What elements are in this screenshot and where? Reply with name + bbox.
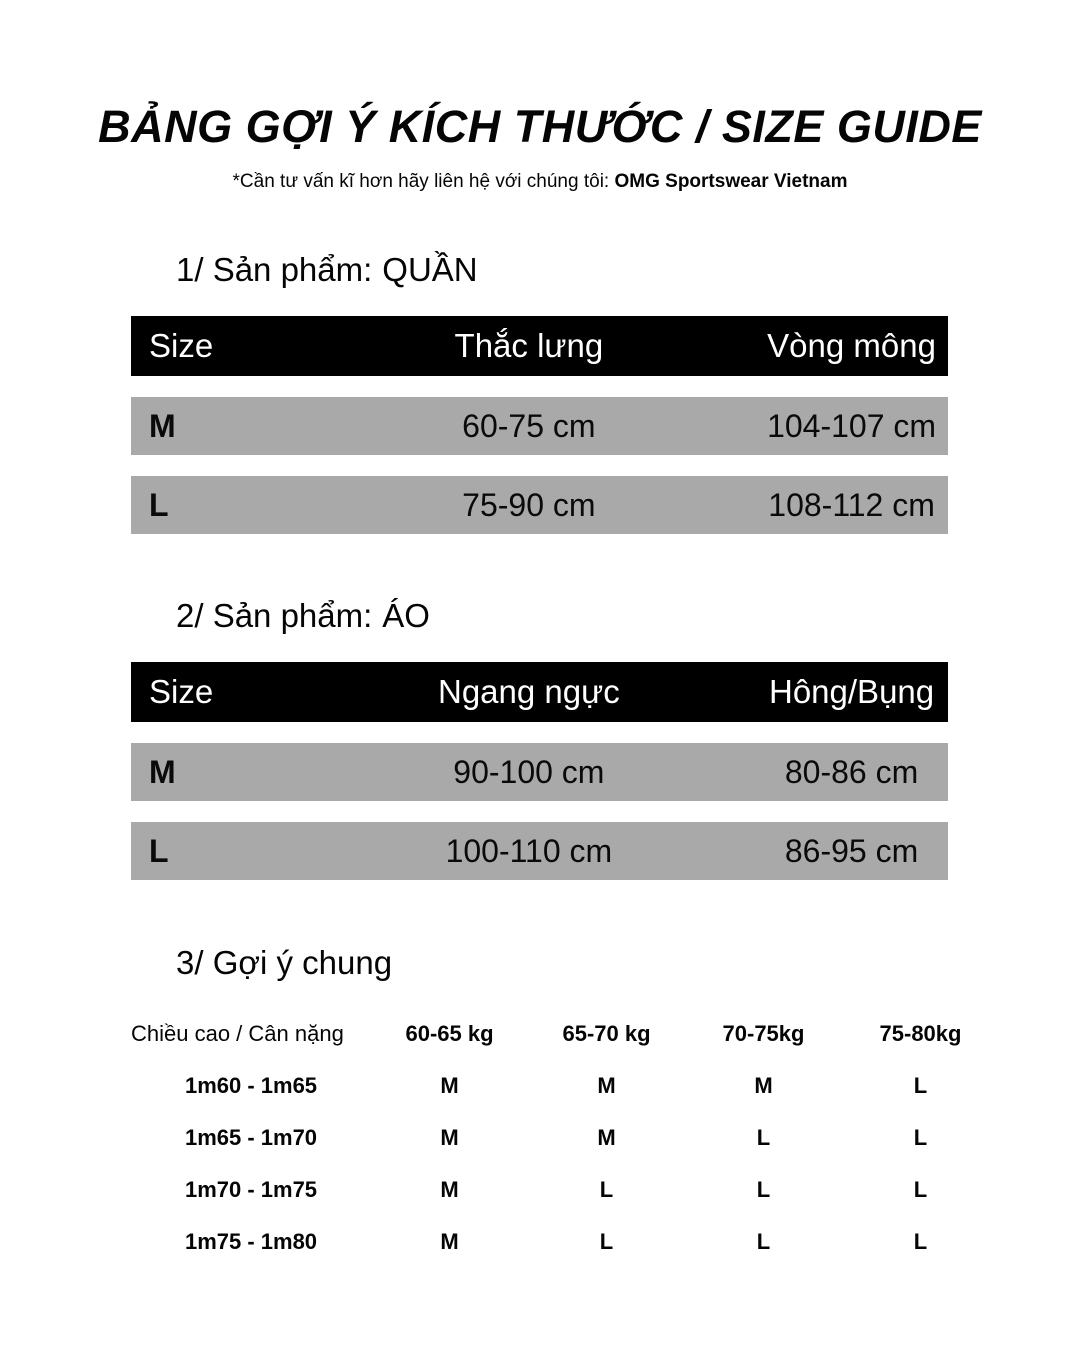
size-value: L	[599, 1177, 614, 1203]
belly-cell: 86-95 cm	[784, 832, 919, 869]
shirt-section-heading: 2/ Sản phẩm: ÁO	[176, 596, 1080, 636]
size-value: L	[756, 1125, 771, 1151]
hip-cell: 104-107 cm	[767, 407, 937, 444]
page-subtitle: *Cần tư vấn kĩ hơn hãy liên hệ với chúng…	[0, 170, 1080, 193]
general-guide-table: Chiều cao / Cân nặng 60-65 kg 65-70 kg 7…	[131, 1021, 999, 1255]
brand-name: OMG Sportswear Vietnam	[614, 170, 848, 192]
size-value: M	[440, 1125, 459, 1151]
col-header-waist: Thắc lưng	[454, 327, 604, 365]
guide-row-4: 1m75 - 1m80 M L L L	[131, 1229, 999, 1255]
height-range-label: 1m60 - 1m65	[184, 1073, 318, 1099]
shirt-heading-label: 2/ Sản phẩm:	[176, 597, 373, 635]
general-guide-heading: 3/ Gợi ý chung	[176, 944, 393, 982]
size-value: L	[913, 1125, 928, 1151]
weight-col-header-1: 60-65 kg	[405, 1021, 494, 1047]
size-value: L	[599, 1229, 614, 1255]
size-value: M	[440, 1229, 459, 1255]
shirt-heading-value: ÁO	[382, 597, 430, 635]
size-cell: M	[149, 407, 176, 444]
size-value: L	[913, 1229, 928, 1255]
size-value: L	[913, 1177, 928, 1203]
belly-cell: 80-86 cm	[784, 753, 919, 790]
page-title: BẢNG GỢI Ý KÍCH THƯỚC / SIZE GUIDE	[98, 101, 982, 152]
pants-size-table: Size Thắc lưng Vòng mông M 60-75 cm 104-…	[131, 316, 948, 535]
size-value: M	[440, 1177, 459, 1203]
waist-cell: 75-90 cm	[462, 486, 596, 523]
size-cell: L	[149, 832, 169, 869]
height-range-label: 1m65 - 1m70	[184, 1125, 318, 1151]
pants-table-header-row: Size Thắc lưng Vòng mông	[131, 316, 948, 377]
size-value: L	[756, 1229, 771, 1255]
weight-col-header-3: 70-75kg	[722, 1021, 805, 1047]
shirt-size-table: Size Ngang ngực Hông/Bụng M 90-100 cm 80…	[131, 662, 948, 881]
size-value: M	[440, 1073, 459, 1099]
pants-heading-value: QUẦN	[382, 251, 478, 289]
size-value: L	[913, 1073, 928, 1099]
chest-cell: 90-100 cm	[453, 753, 605, 790]
pants-heading-label: 1/ Sản phẩm:	[176, 251, 373, 289]
height-range-label: 1m70 - 1m75	[184, 1177, 318, 1203]
guide-row-1: 1m60 - 1m65 M M M L	[131, 1073, 999, 1099]
weight-col-header-2: 65-70 kg	[562, 1021, 651, 1047]
waist-cell: 60-75 cm	[462, 407, 596, 444]
col-header-chest: Ngang ngực	[438, 673, 620, 711]
size-value: L	[756, 1177, 771, 1203]
chest-cell: 100-110 cm	[445, 832, 613, 869]
size-value: M	[597, 1073, 616, 1099]
pants-table-row-m: M 60-75 cm 104-107 cm	[131, 397, 948, 456]
guide-row-3: 1m70 - 1m75 M L L L	[131, 1177, 999, 1203]
hip-cell: 108-112 cm	[768, 486, 935, 523]
pants-section-heading: 1/ Sản phẩm: QUẦN	[176, 250, 1080, 290]
size-cell: L	[149, 486, 169, 523]
shirt-table-row-m: M 90-100 cm 80-86 cm	[131, 743, 948, 802]
shirt-table-row-l: L 100-110 cm 86-95 cm	[131, 822, 948, 881]
col-header-size: Size	[149, 673, 214, 711]
subtitle-text: *Cần tư vấn kĩ hơn hãy liên hệ với chúng…	[232, 170, 615, 192]
guide-row-2: 1m65 - 1m70 M M L L	[131, 1125, 999, 1151]
guide-header-row: Chiều cao / Cân nặng 60-65 kg 65-70 kg 7…	[131, 1021, 999, 1047]
col-header-size: Size	[149, 327, 214, 365]
col-header-belly: Hông/Bụng	[769, 673, 935, 711]
weight-col-header-4: 75-80kg	[879, 1021, 962, 1047]
shirt-table-header-row: Size Ngang ngực Hông/Bụng	[131, 662, 948, 723]
col-header-hip: Vòng mông	[767, 327, 936, 365]
size-value: M	[597, 1125, 616, 1151]
size-cell: M	[149, 753, 176, 790]
guide-corner-label: Chiều cao / Cân nặng	[131, 1021, 344, 1047]
height-range-label: 1m75 - 1m80	[184, 1229, 318, 1255]
pants-table-row-l: L 75-90 cm 108-112 cm	[131, 476, 948, 535]
size-value: M	[754, 1073, 773, 1099]
